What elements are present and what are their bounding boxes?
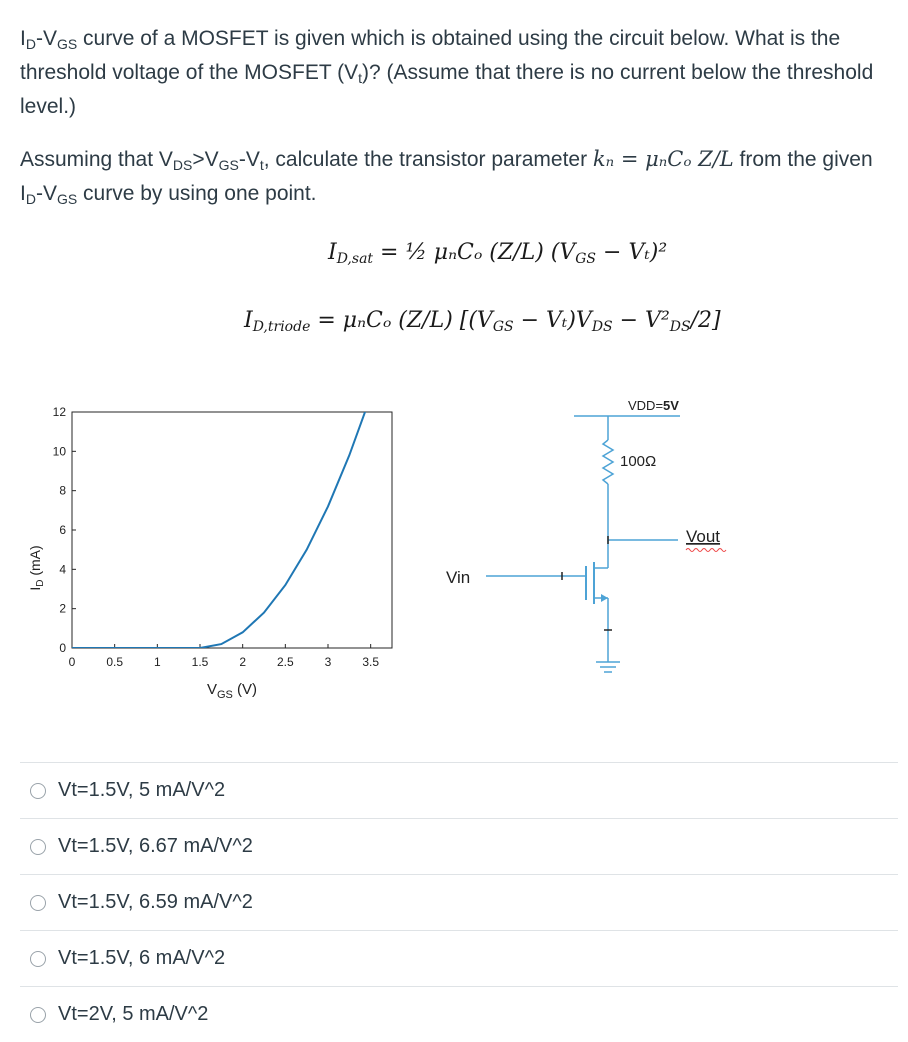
x-tick-label: 2 (239, 655, 246, 669)
y-tick-label: 4 (59, 562, 66, 576)
x-tick-label: 1.5 (192, 655, 209, 669)
option-label: Vt=1.5V, 5 mA/V^2 (58, 779, 226, 801)
x-tick-label: 2.5 (277, 655, 294, 669)
question-paragraph-1: ID-VGS curve of a MOSFET is given which … (20, 27, 874, 118)
x-axis-label: VGS (V) (207, 681, 257, 701)
y-tick-label: 8 (59, 484, 66, 498)
x-tick-label: 3.5 (362, 655, 379, 669)
vin-label: Vin (446, 568, 470, 587)
spellcheck-squiggle (685, 548, 727, 552)
mosfet-source-arrow (601, 594, 608, 602)
x-tick-label: 0.5 (106, 655, 123, 669)
vdd-label: VDD=5V (628, 398, 679, 413)
plot-area (71, 411, 393, 649)
answer-option[interactable]: Vt=1.5V, 6 mA/V^2 (20, 930, 898, 986)
y-tick-label: 12 (53, 405, 67, 419)
kn-formula: kₙ = μₙCₒ Z/L (592, 147, 734, 171)
y-tick-label: 2 (59, 602, 66, 616)
triode-equation: ID,triode = μₙCₒ (Z/L) [(VGS − Vₜ)VDS − … (244, 308, 721, 335)
x-tick-label: 1 (154, 655, 161, 669)
radio-button[interactable] (30, 950, 46, 967)
y-tick-label: 0 (59, 641, 66, 655)
question-paragraph-2: Assuming that VDS>VGS-Vt, calculate the … (20, 147, 873, 207)
x-tick-label: 3 (325, 655, 332, 669)
vout-label: Vout (686, 527, 720, 546)
radio-button[interactable] (30, 782, 46, 799)
resistor-symbol (601, 439, 615, 485)
saturation-equation: ID,sat = ½ μₙCₒ (Z/L) (VGS − Vₜ)² (328, 240, 668, 267)
answer-options: Vt=1.5V, 5 mA/V^2 Vt=1.5V, 6.67 mA/V^2 V… (20, 762, 898, 1042)
resistor-label: 100Ω (620, 453, 656, 470)
option-label: Vt=2V, 5 mA/V^2 (58, 1003, 209, 1025)
x-tick-label: 0 (69, 655, 76, 669)
id-vgs-chart: 0 0.5 1 1.5 2 2.5 3 3.5 0 2 4 6 8 10 12 ID (mA) VGS (V… (27, 405, 393, 701)
radio-button[interactable] (30, 1006, 46, 1023)
option-label: Vt=1.5V, 6 mA/V^2 (58, 947, 226, 969)
radio-button[interactable] (30, 838, 46, 855)
id-vgs-series-line (72, 412, 367, 648)
answer-option[interactable]: Vt=1.5V, 6.59 mA/V^2 (20, 874, 898, 930)
answer-option[interactable]: Vt=2V, 5 mA/V^2 (20, 986, 898, 1042)
radio-button[interactable] (30, 894, 46, 911)
y-axis-label: ID (mA) (27, 545, 46, 590)
mosfet-circuit: VDD=5V 100Ω Vout Vin (446, 398, 727, 673)
answer-option[interactable]: Vt=1.5V, 5 mA/V^2 (20, 762, 898, 818)
y-tick-label: 6 (59, 523, 66, 537)
y-tick-label: 10 (53, 444, 67, 458)
option-label: Vt=1.5V, 6.59 mA/V^2 (58, 891, 253, 913)
option-label: Vt=1.5V, 6.67 mA/V^2 (58, 835, 253, 857)
answer-option[interactable]: Vt=1.5V, 6.67 mA/V^2 (20, 818, 898, 874)
